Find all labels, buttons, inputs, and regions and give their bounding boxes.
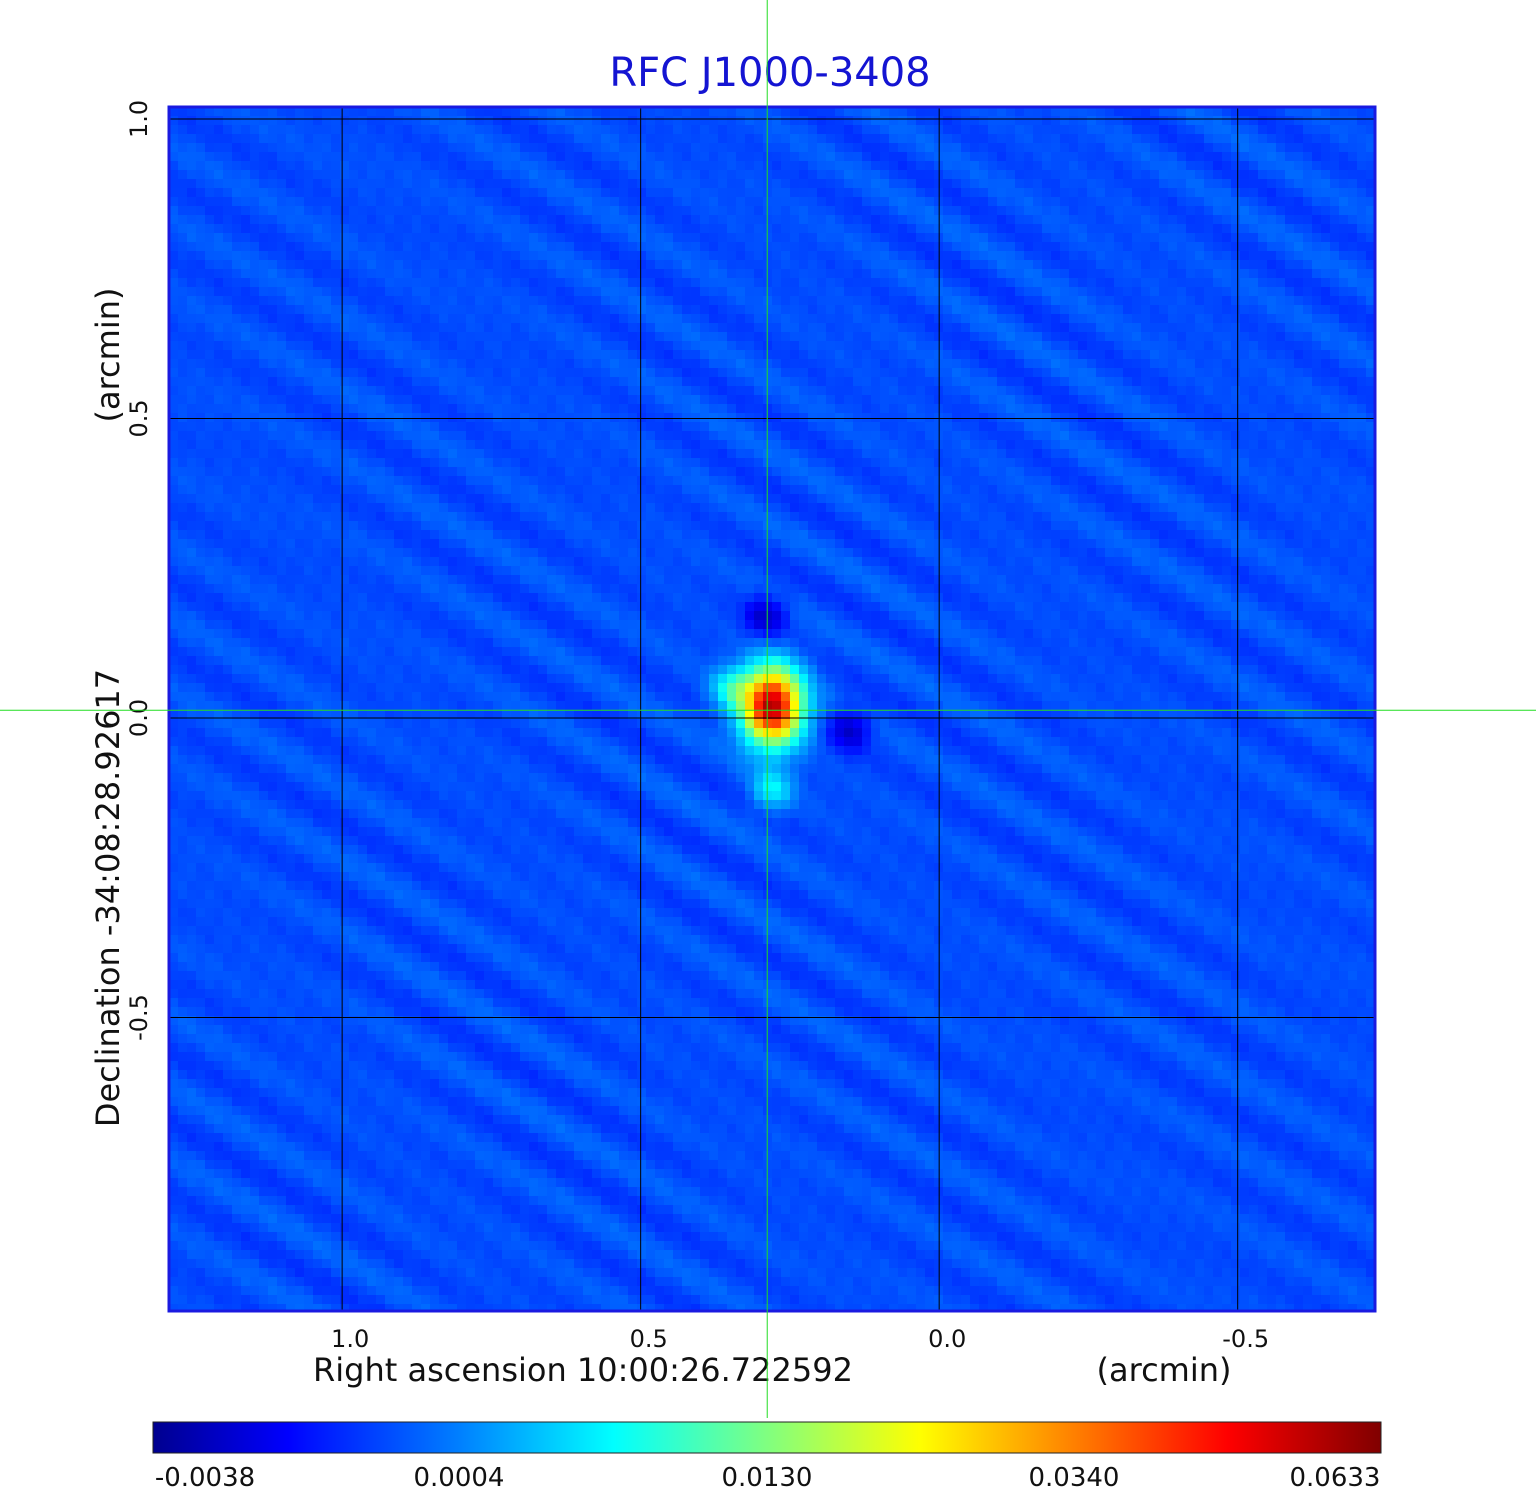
- chart-title: RFC J1000-3408: [609, 50, 930, 96]
- colorbar-tick-labels: -0.0038 0.0004 0.0130 0.0340 0.0633: [155, 1463, 1381, 1493]
- x-tick-label: 0.5: [630, 1325, 668, 1353]
- colorbar-tick-label: 0.0004: [414, 1463, 505, 1493]
- x-axis-label: Right ascension 10:00:26.722592: [313, 1351, 853, 1389]
- intensity-map: [169, 107, 1375, 1311]
- colorbar-tick-label: 0.0340: [1029, 1463, 1120, 1493]
- y-axis-unit: (arcmin): [89, 288, 127, 423]
- x-axis-unit: (arcmin): [1097, 1351, 1232, 1389]
- y-tick-label: 0.0: [125, 699, 153, 737]
- y-tick-label: 0.5: [125, 399, 153, 437]
- colorbar-tick-label: -0.0038: [155, 1463, 255, 1493]
- x-tick-label: 0.0: [928, 1325, 966, 1353]
- y-tick-label: -0.5: [125, 994, 153, 1041]
- y-tick-labels: -0.5 0.0 0.5 1.0: [125, 100, 153, 1041]
- colorbar: [152, 1421, 1382, 1454]
- y-tick-label: 1.0: [125, 100, 153, 138]
- plot-frame: [167, 105, 1377, 1313]
- x-tick-label: -0.5: [1222, 1325, 1269, 1353]
- grid-lines: [169, 107, 1375, 1311]
- y-axis-label: Declination -34:08:28.92617: [89, 669, 127, 1127]
- x-tick-label: 1.0: [331, 1325, 369, 1353]
- colorbar-tick-label: 0.0130: [722, 1463, 813, 1493]
- colorbar-tick-label: 0.0633: [1290, 1463, 1381, 1493]
- x-tick-labels: 1.0 0.5 0.0 -0.5: [331, 1325, 1269, 1353]
- crosshair: [0, 0, 1536, 1418]
